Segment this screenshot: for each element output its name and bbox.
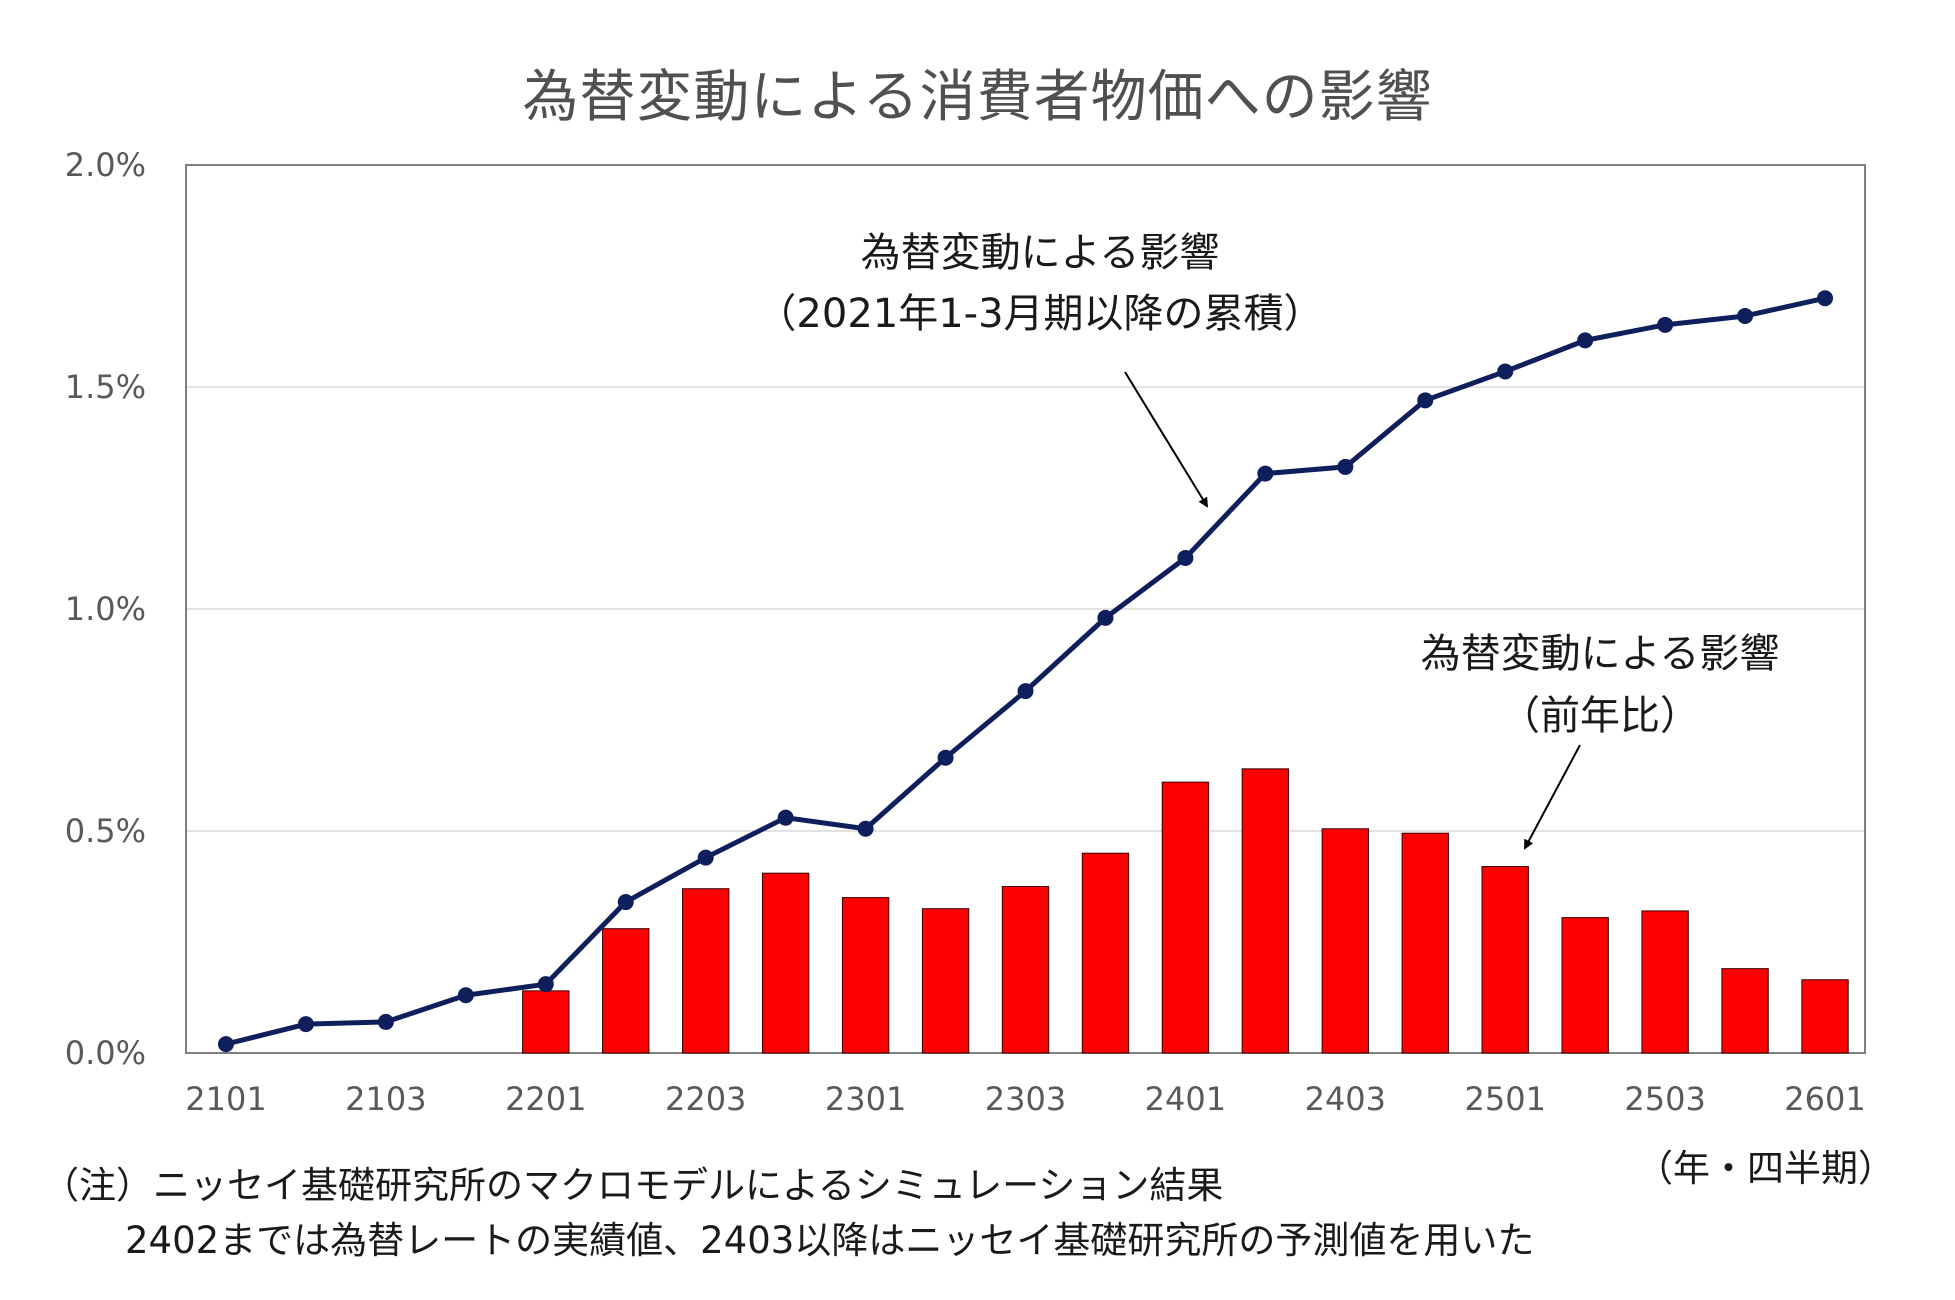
line-series (217, 290, 1834, 1053)
line-point-2104 (457, 987, 474, 1004)
x-tick-label: 2501 (1464, 1080, 1545, 1118)
x-tick-label: 2103 (345, 1080, 426, 1118)
line-point-2203 (697, 849, 714, 866)
y-tick-label: 0.0% (65, 1034, 146, 1072)
line-point-2402 (1257, 465, 1274, 482)
line-point-2102 (297, 1016, 314, 1033)
bar-2503 (1641, 910, 1689, 1054)
bar-2504 (1721, 968, 1769, 1054)
grid-lines (186, 386, 1865, 832)
line-point-2204 (777, 809, 794, 826)
line-point-2403 (1337, 458, 1354, 475)
bar-2601 (1801, 979, 1849, 1054)
line-point-2201 (537, 976, 554, 993)
line-point-2303 (1017, 683, 1034, 700)
line-point-2401 (1177, 549, 1194, 566)
bar-2403 (1321, 828, 1369, 1054)
annotation-line-series-arrow (1124, 371, 1209, 508)
y-tick-label: 2.0% (65, 146, 146, 184)
x-tick-label: 2301 (825, 1080, 906, 1118)
line-point-2301 (857, 820, 874, 837)
bar-2402 (1241, 768, 1290, 1054)
x-tick-label: 2203 (665, 1080, 746, 1118)
annotation-bar-series-subtitle: （前年比） (1500, 693, 1700, 739)
bar-2204 (761, 872, 810, 1054)
line-point-2501 (1497, 363, 1514, 380)
line-point-2202 (617, 894, 634, 911)
y-tick-label: 1.5% (65, 368, 146, 406)
bar-2202 (602, 928, 650, 1054)
x-tick-label: 2601 (1784, 1080, 1865, 1118)
line-point-2502 (1577, 332, 1594, 349)
bar-2201 (522, 990, 570, 1054)
bar-2401 (1161, 781, 1210, 1054)
line-point-2601 (1817, 290, 1834, 307)
annotations: 為替変動による影響 （2021年1-3月期以降の累積） 為替変動による影響 （前… (756, 230, 1780, 850)
line-point-2504 (1737, 307, 1754, 324)
chart-title: 為替変動による消費者物価への影響 (522, 65, 1433, 130)
x-tick-label: 2101 (185, 1080, 266, 1118)
y-tick-label: 0.5% (65, 812, 146, 850)
line-point-2503 (1657, 316, 1674, 333)
line-point-2302 (937, 749, 954, 766)
x-tick-label: 2303 (985, 1080, 1066, 1118)
line-point-2103 (377, 1013, 394, 1030)
x-axis-unit-label: （年・四半期） (1636, 1147, 1895, 1190)
bar-2203 (682, 888, 730, 1054)
footnote-2: 2402までは為替レートの実績値、2403以降はニッセイ基礎研究所の予測値を用い… (125, 1219, 1535, 1262)
bar-2501 (1481, 866, 1529, 1054)
bar-series (522, 768, 1849, 1054)
bar-2301 (841, 897, 890, 1054)
line-point-2404 (1417, 392, 1434, 409)
bar-2404 (1401, 832, 1449, 1054)
bar-2502 (1561, 917, 1609, 1054)
x-tick-label: 2401 (1145, 1080, 1226, 1118)
bar-2303 (1001, 886, 1050, 1054)
bar-2304 (1081, 852, 1130, 1054)
annotation-bar-series-arrow (1524, 744, 1581, 850)
line-point-2304 (1097, 609, 1114, 626)
x-tick-label: 2503 (1624, 1080, 1705, 1118)
x-tick-label: 2403 (1305, 1080, 1386, 1118)
annotation-line-series-subtitle: （2021年1-3月期以降の累積） (756, 291, 1323, 337)
annotation-line-series-title: 為替変動による影響 (861, 230, 1220, 276)
bar-2302 (921, 908, 970, 1054)
annotation-bar-series-title: 為替変動による影響 (1421, 631, 1780, 677)
line-point-2101 (217, 1036, 234, 1053)
y-tick-label: 1.0% (65, 590, 146, 628)
x-axis-ticks: 2101 2103 2201 2203 2301 2303 2401 2403 2501 2503… (185, 1080, 1865, 1118)
footnote-1: （注）ニッセイ基礎研究所のマクロモデルによるシミュレーション結果 (42, 1164, 1224, 1207)
y-axis-ticks: 0.0% 0.5% 1.0% 1.5% 2.0% (65, 146, 146, 1072)
x-tick-label: 2201 (505, 1080, 586, 1118)
